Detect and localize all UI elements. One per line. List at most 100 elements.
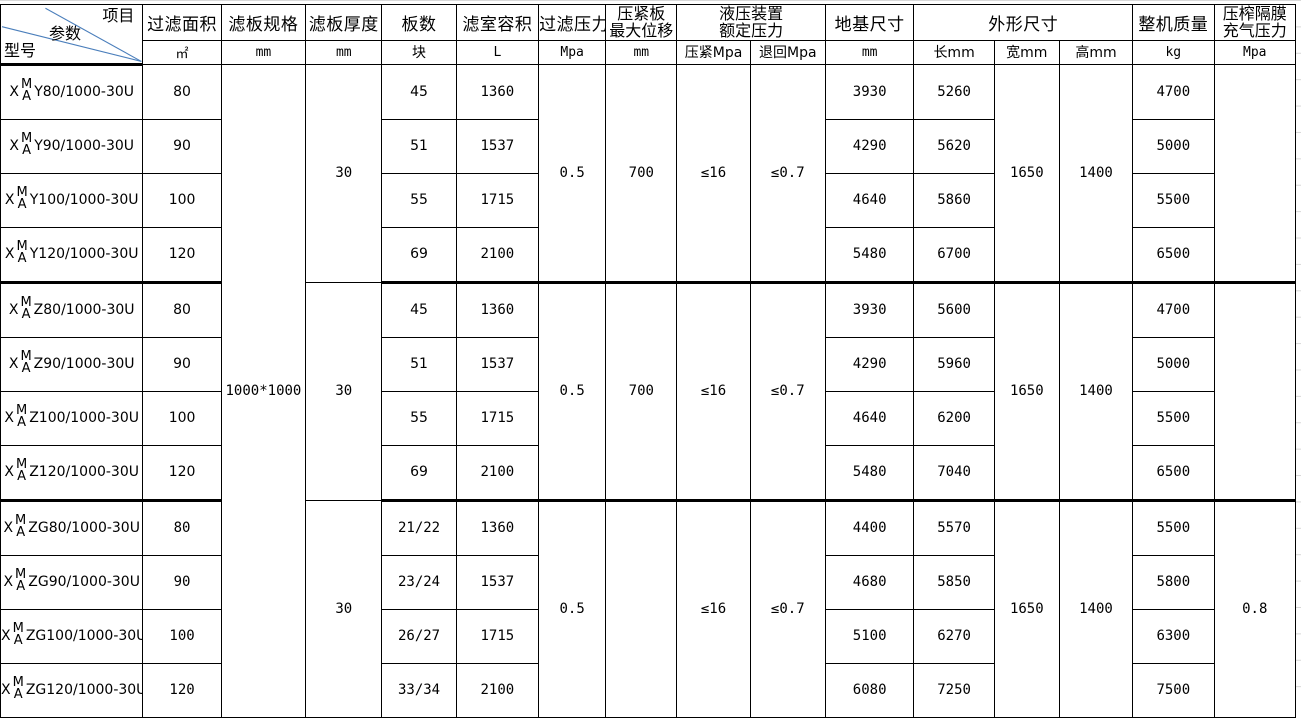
model-ma-bottom: A <box>17 199 28 211</box>
cell-filter-area: 100 <box>143 391 221 445</box>
cell-filter-area: 120 <box>143 227 221 282</box>
cell-chamber-volume: 1537 <box>456 555 538 609</box>
cell-plate-count: 45 <box>382 64 456 119</box>
cell-filter-area: 80 <box>143 500 221 555</box>
cell-plate-thickness: 30 <box>306 282 382 500</box>
unit-base-size: mm <box>825 40 914 64</box>
model-prefix: X <box>3 520 13 536</box>
corner-label-model: 型号 <box>4 43 36 59</box>
header-chamber-volume: 滤室容积 <box>456 5 538 41</box>
model-prefix: X <box>5 246 15 262</box>
cell-base-size: 6080 <box>825 663 914 717</box>
cell-plate-thickness: 30 <box>306 500 382 717</box>
cell-filter-area: 90 <box>143 119 221 173</box>
model-prefix: X <box>4 464 14 480</box>
spec-table-container: 项目 参数 型号 过滤面积 滤板规格 滤板厚度 板数 滤室容积 过滤压力 压紧板… <box>0 4 1297 718</box>
filter-press-spec-table: 项目 参数 型号 过滤面积 滤板规格 滤板厚度 板数 滤室容积 过滤压力 压紧板… <box>0 4 1296 718</box>
cell-overall-length: 5960 <box>914 337 994 391</box>
cell-overall-length: 5860 <box>914 173 994 227</box>
model-suffix: ZG80/1000-30U <box>28 520 140 536</box>
cell-filter-area: 100 <box>143 173 221 227</box>
unit-filter-area: ㎡ <box>143 40 221 64</box>
cell-plate-count: 55 <box>382 391 456 445</box>
cell-plate-count: 33/34 <box>382 663 456 717</box>
cell-hydraulic-return: ≤0.7 <box>750 500 825 717</box>
header-machine-mass: 整机质量 <box>1133 5 1214 41</box>
cell-base-size: 5480 <box>825 445 914 500</box>
model-suffix: Z120/1000-30U <box>29 464 139 480</box>
cell-machine-mass: 5000 <box>1133 119 1214 173</box>
header-plate-spec: 滤板规格 <box>221 5 305 41</box>
cell-chamber-volume: 1360 <box>456 500 538 555</box>
cell-chamber-volume: 1537 <box>456 119 538 173</box>
cell-chamber-volume: 2100 <box>456 663 538 717</box>
cell-filter-pressure: 0.5 <box>539 282 606 500</box>
cell-overall-width: 1650 <box>994 64 1059 282</box>
cell-plate-count: 21/22 <box>382 500 456 555</box>
header-hydraulic-line1: 液压装置 <box>677 5 825 22</box>
cell-overall-length: 5850 <box>914 555 994 609</box>
cell-machine-mass: 5500 <box>1133 500 1214 555</box>
unit-hydraulic-return: 退回Mpa <box>750 40 825 64</box>
model-prefix: X <box>9 356 19 372</box>
model-suffix: Z100/1000-30U <box>29 410 139 426</box>
header-filter-area: 过滤面积 <box>143 5 221 41</box>
model-ma-bottom: A <box>16 471 27 483</box>
header-hydraulic-line2: 额定压力 <box>677 22 825 39</box>
model-ma-bottom: A <box>21 145 32 157</box>
model-prefix: X <box>9 84 19 100</box>
cell-base-size: 4680 <box>825 555 914 609</box>
cell-machine-mass: 4700 <box>1133 282 1214 337</box>
cell-plate-thickness: 30 <box>306 64 382 282</box>
cell-diaphragm-pressure <box>1214 282 1296 500</box>
cell-hydraulic-return: ≤0.7 <box>750 64 825 282</box>
cell-machine-mass: 5800 <box>1133 555 1214 609</box>
cell-filter-area: 80 <box>143 282 221 337</box>
cell-base-size: 3930 <box>825 282 914 337</box>
unit-chamber-volume: L <box>456 40 538 64</box>
cell-machine-mass: 6300 <box>1133 609 1214 663</box>
header-diaphragm-line1: 压榨隔膜 <box>1215 5 1296 22</box>
cell-machine-mass: 5500 <box>1133 391 1214 445</box>
cell-base-size: 3930 <box>825 64 914 119</box>
cell-base-size: 5480 <box>825 227 914 282</box>
model-prefix: X <box>4 410 14 426</box>
cell-machine-mass: 6500 <box>1133 445 1214 500</box>
unit-filter-pressure: Mpa <box>539 40 606 64</box>
cell-overall-length: 5570 <box>914 500 994 555</box>
header-plate-thickness: 滤板厚度 <box>306 5 382 41</box>
cell-machine-mass: 4700 <box>1133 64 1214 119</box>
model-prefix: X <box>3 574 13 590</box>
cell-filter-area: 90 <box>143 555 221 609</box>
cell-plate-count: 23/24 <box>382 555 456 609</box>
unit-hydraulic-clamp: 压紧Mpa <box>677 40 750 64</box>
header-diaphragm-pressure: 压榨隔膜 充气压力 <box>1214 5 1296 41</box>
model-prefix: X <box>9 302 19 318</box>
cell-base-size: 4640 <box>825 173 914 227</box>
unit-plate-spec: mm <box>221 40 305 64</box>
cell-overall-width: 1650 <box>994 500 1059 717</box>
cell-filter-pressure: 0.5 <box>539 64 606 282</box>
cell-overall-length: 5600 <box>914 282 994 337</box>
cell-plate-count: 51 <box>382 119 456 173</box>
corner-header-cell: 项目 参数 型号 <box>1 5 143 65</box>
model-prefix: X <box>1 628 11 644</box>
cell-filter-area: 80 <box>143 64 221 119</box>
cell-chamber-volume: 1537 <box>456 337 538 391</box>
cell-hydraulic-clamp: ≤16 <box>677 64 750 282</box>
